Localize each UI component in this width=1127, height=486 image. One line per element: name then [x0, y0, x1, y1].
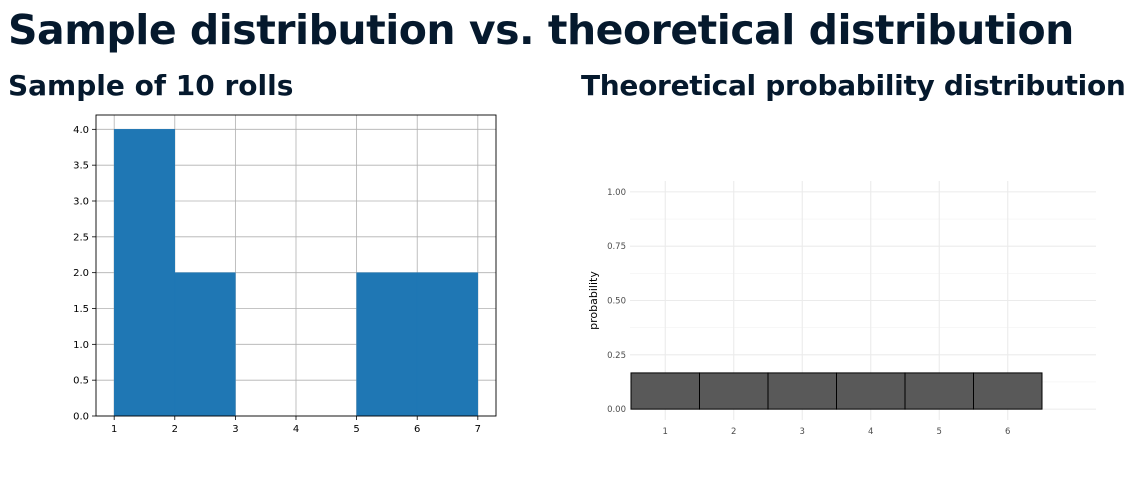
x-tick-label: 3: [800, 427, 805, 437]
x-tick-label: 7: [475, 424, 481, 435]
y-tick-label: 3.0: [73, 197, 89, 208]
probability-bar: [767, 372, 837, 410]
y-tick-label: 0.0: [73, 412, 89, 423]
x-tick-label: 5: [937, 427, 942, 437]
y-tick-label: 1.5: [73, 304, 89, 315]
x-tick-label: 2: [731, 427, 736, 437]
probability-bar: [973, 372, 1043, 410]
x-tick-label: 1: [111, 424, 117, 435]
y-tick-label: 0.75: [607, 242, 626, 252]
y-tick-label: 1.0: [73, 340, 89, 351]
x-tick-label: 6: [1005, 427, 1010, 437]
histogram-bar: [113, 129, 176, 417]
probability-bar: [630, 372, 700, 410]
x-tick-label: 4: [868, 427, 873, 437]
y-tick-label: 2.0: [73, 268, 89, 279]
x-tick-label: 4: [293, 424, 299, 435]
y-axis-label: probability: [587, 271, 600, 330]
y-tick-label: 0.00: [607, 405, 626, 415]
y-tick-label: 1.00: [607, 188, 626, 198]
probability-bar: [699, 372, 769, 410]
histogram-bar: [416, 272, 479, 417]
y-tick-label: 0.50: [607, 297, 626, 307]
histogram-bar: [174, 272, 236, 417]
x-tick-label: 5: [353, 424, 359, 435]
theoretical-chart-title: Theoretical probability distribution: [581, 69, 1126, 102]
x-tick-label: 1: [663, 427, 668, 437]
x-tick-label: 2: [172, 424, 178, 435]
y-tick-label: 0.5: [73, 376, 89, 387]
sample-chart-title: Sample of 10 rolls: [8, 69, 294, 102]
y-tick-label: 0.25: [607, 351, 626, 361]
y-tick-label: 2.5: [73, 232, 89, 243]
x-tick-label: 3: [232, 424, 238, 435]
slide-title: Sample distribution vs. theoretical dist…: [8, 6, 1074, 54]
probability-bar: [904, 372, 974, 410]
probability-bar: [836, 372, 906, 410]
y-tick-label: 4.0: [73, 125, 89, 136]
y-tick-label: 3.5: [73, 161, 89, 172]
x-tick-label: 6: [414, 424, 420, 435]
